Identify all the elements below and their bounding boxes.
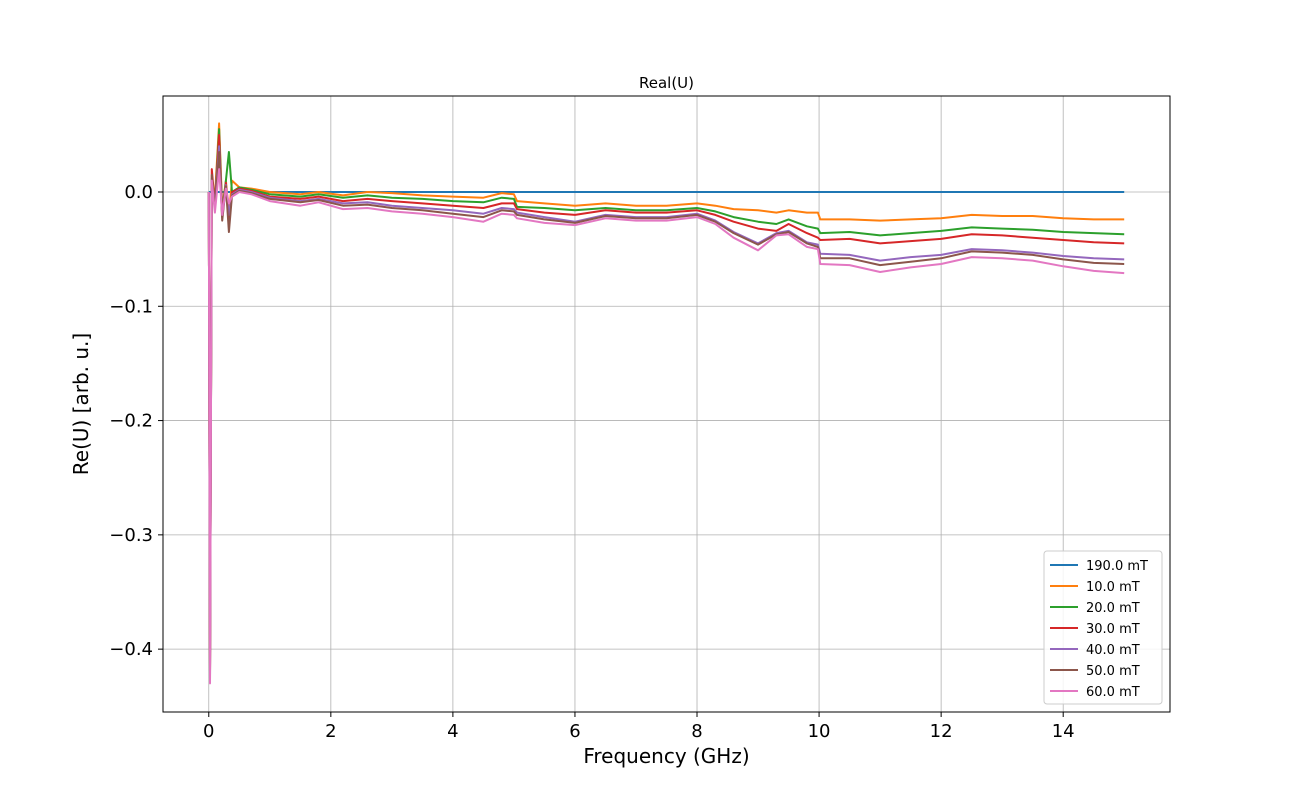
legend-entry-label: 60.0 mT — [1086, 685, 1140, 700]
x-tick-label: 12 — [930, 721, 953, 742]
x-tick-label: 2 — [325, 721, 336, 742]
legend-entry-label: 50.0 mT — [1086, 664, 1140, 679]
series-line — [207, 122, 1125, 673]
y-tick-label: 0.0 — [124, 182, 153, 203]
y-tick-label: −0.2 — [109, 411, 153, 432]
legend: 190.0 mT 10.0 mT 20.0 mT 30.0 mT 40.0 mT 50.0… — [1043, 550, 1163, 705]
series-line — [207, 151, 1125, 683]
legend-entry-label: 10.0 mT — [1086, 580, 1140, 595]
y-tick-label: −0.1 — [109, 296, 153, 317]
legend-entry-label: 30.0 mT — [1086, 622, 1140, 637]
series-line — [207, 128, 1125, 673]
y-tick-label: −0.3 — [109, 525, 153, 546]
legend-entry-label: 190.0 mT — [1086, 559, 1148, 574]
chart-title: Real(U) — [639, 74, 694, 92]
x-tick-label: 10 — [808, 721, 831, 742]
series-layer — [207, 122, 1125, 685]
ticks: 0 2 4 6 8 10 12 14 0.0 −0.1 −0.2 −0.3 −0.4 — [109, 182, 1074, 742]
x-tick-label: 14 — [1052, 721, 1075, 742]
x-tick-label: 8 — [691, 721, 702, 742]
y-axis-label: Re(U) [arb. u.] — [69, 333, 93, 475]
legend-box — [1043, 550, 1163, 705]
x-tick-label: 4 — [447, 721, 458, 742]
plot-frame — [162, 95, 1171, 713]
series-line — [207, 168, 1125, 685]
legend-entry-label: 40.0 mT — [1086, 643, 1140, 658]
x-axis-label: Frequency (GHz) — [583, 744, 749, 768]
y-tick-label: −0.4 — [109, 639, 153, 660]
x-tick-label: 0 — [203, 721, 214, 742]
legend-entry-label: 20.0 mT — [1086, 601, 1140, 616]
x-tick-label: 6 — [569, 721, 580, 742]
